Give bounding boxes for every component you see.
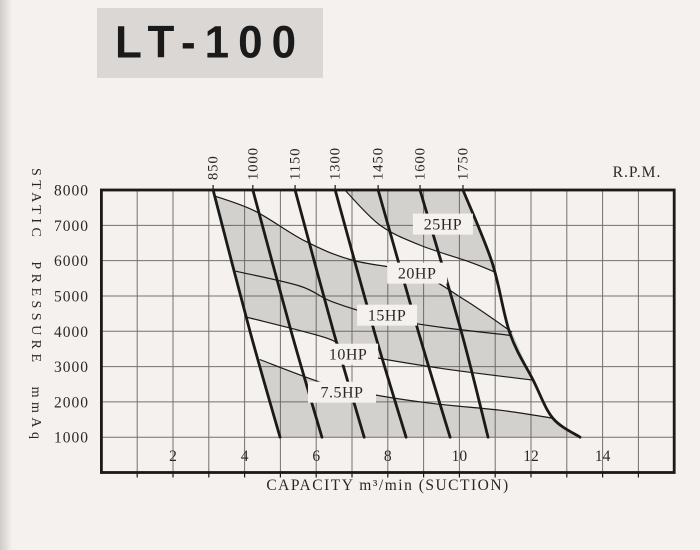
rpm-curve-1300 (333, 188, 408, 439)
rpm-curve-1150 (293, 188, 366, 439)
hp-label-20HP: 20HP (398, 266, 436, 283)
x-tick-label-2: 2 (169, 448, 177, 465)
y-axis-title: STATIC PRESSURE mmAq (28, 168, 43, 443)
y-tick-label-1000: 1000 (54, 430, 89, 447)
rpm-tick-label-1300: 1300 (328, 147, 344, 180)
shaded-zone-3 (259, 359, 581, 438)
y-tick-label-7000: 7000 (54, 218, 89, 235)
grid-lines (101, 190, 675, 473)
rpm-tick-label-1450: 1450 (371, 147, 387, 180)
rpm-tick-label-1600: 1600 (413, 147, 429, 180)
hp-label-hole (307, 381, 376, 403)
hp-label-7.5HP: 7.5HP (320, 385, 363, 402)
plot-border (100, 188, 676, 474)
x-axis-title: CAPACITY m³/min (SUCTION) (266, 477, 509, 494)
hp-label-hole (318, 343, 379, 365)
y-tick-label-2000: 2000 (54, 394, 89, 411)
rpm-curve-1750 (461, 188, 582, 439)
rpm-curve-1450 (376, 188, 452, 439)
rpm-tick-label-850: 850 (206, 155, 222, 180)
hp-label-10HP: 10HP (329, 347, 367, 364)
hp-curve-7.5HP (259, 358, 553, 419)
y-tick-label-5000: 5000 (54, 288, 89, 305)
x-tick-label-10: 10 (452, 448, 468, 465)
model-title-box: LT-100 (97, 8, 323, 78)
y-tick-label-4000: 4000 (54, 324, 89, 341)
y-tick-label-6000: 6000 (54, 253, 89, 270)
rpm-curve-1000 (251, 188, 324, 439)
hp-label-15HP: 15HP (368, 308, 406, 325)
shaded-zone-2 (214, 196, 534, 381)
rpm-curve-850 (211, 188, 282, 439)
hp-curve-25HP (344, 189, 496, 273)
hp-label-hole (387, 262, 448, 284)
rpm-tick-label-1150: 1150 (288, 148, 304, 180)
y-tick-label-8000: 8000 (54, 183, 89, 200)
hp-label-hole (412, 213, 473, 235)
model-title: LT-100 (114, 17, 306, 68)
x-tick-label-8: 8 (384, 448, 392, 465)
rpm-axis-unit-label: R.P.M. (613, 164, 662, 181)
x-tick-label-14: 14 (595, 448, 611, 465)
x-tick-label-6: 6 (312, 448, 320, 465)
hp-curve-20HP (214, 195, 513, 333)
x-tick-label-4: 4 (241, 448, 249, 465)
hp-label-hole (357, 304, 418, 326)
axis-tick-marks (136, 185, 639, 478)
x-tick-label-12: 12 (523, 448, 539, 465)
y-tick-label-3000: 3000 (54, 359, 89, 376)
hp-label-25HP: 25HP (424, 217, 462, 234)
rpm-tick-label-1000: 1000 (245, 147, 261, 180)
rpm-tick-label-1750: 1750 (455, 147, 471, 180)
